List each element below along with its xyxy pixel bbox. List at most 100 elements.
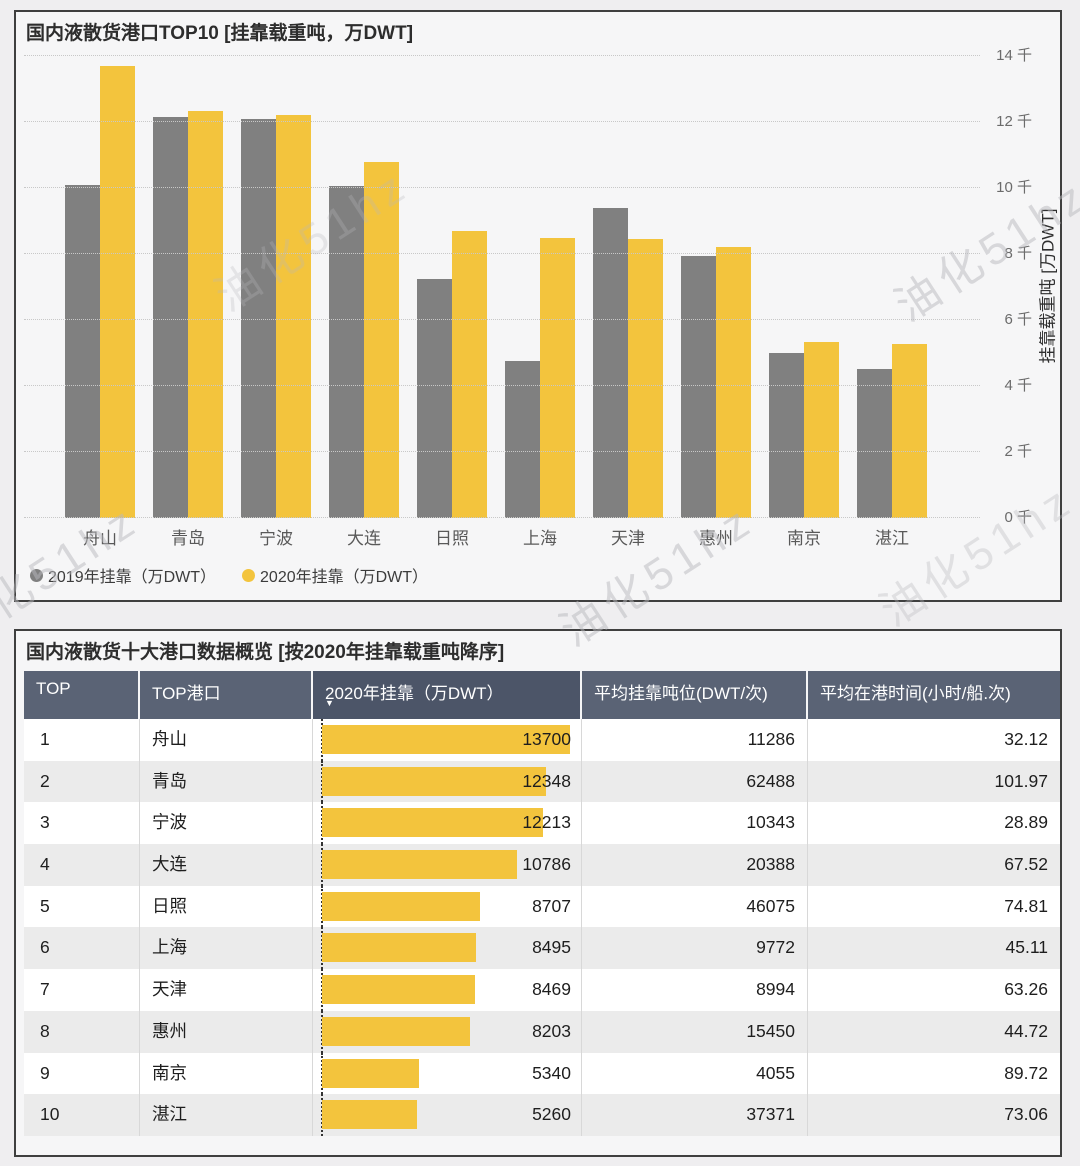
legend-dot-icon bbox=[242, 568, 256, 582]
bar[interactable] bbox=[804, 342, 839, 518]
x-axis-label: 宁波 bbox=[259, 529, 293, 548]
data-bar bbox=[322, 933, 476, 963]
table-row[interactable]: 5 日照 8707 46075 74.81 bbox=[24, 885, 1060, 928]
bar[interactable] bbox=[628, 239, 663, 518]
column-header[interactable]: TOP bbox=[24, 671, 140, 719]
calls-2020-cell: 12213 bbox=[313, 802, 582, 845]
bar[interactable] bbox=[417, 279, 452, 518]
gridline bbox=[24, 517, 980, 518]
x-axis-label: 大连 bbox=[347, 529, 381, 548]
table-row[interactable]: 2 青岛 12348 62488 101.97 bbox=[24, 760, 1060, 803]
avg-hours-cell: 67.52 bbox=[1004, 854, 1048, 875]
sort-descending-icon: ▼ bbox=[325, 698, 334, 708]
data-bar bbox=[322, 1016, 470, 1046]
legend-label: 2020年挂靠（万DWT） bbox=[260, 569, 429, 586]
calls-2020-value: 8469 bbox=[532, 979, 571, 1000]
calls-2020-cell: 12348 bbox=[313, 760, 582, 803]
bar[interactable] bbox=[329, 186, 364, 518]
bar[interactable] bbox=[769, 353, 804, 518]
bar[interactable] bbox=[681, 256, 716, 518]
port-cell: 大连 bbox=[140, 844, 313, 886]
bar[interactable] bbox=[540, 238, 575, 518]
bar-group bbox=[241, 115, 311, 518]
bar[interactable] bbox=[276, 115, 311, 518]
column-header-label: TOP港口 bbox=[152, 684, 221, 703]
data-bar bbox=[322, 891, 480, 921]
column-header[interactable]: 2020年挂靠（万DWT） ▼ bbox=[313, 671, 582, 719]
table-row[interactable]: 8 惠州 8203 15450 44.72 bbox=[24, 1010, 1060, 1053]
calls-2020-value: 5340 bbox=[532, 1062, 571, 1083]
y-tick-label: 0 千 bbox=[1004, 509, 1032, 526]
column-header[interactable]: 平均挂靠吨位(DWT/次) bbox=[582, 671, 808, 719]
bar-chart-plot-area: 舟山 青岛 宁波 大连 日照 上海 天津 惠州 南京 湛江 bbox=[24, 55, 980, 548]
avg-hours-cell: 45.11 bbox=[1005, 937, 1049, 958]
bar[interactable] bbox=[65, 185, 100, 518]
calls-2020-cell: 8495 bbox=[313, 927, 582, 970]
legend-item[interactable]: 2019年挂靠（万DWT） bbox=[30, 563, 216, 587]
table-row[interactable]: 9 南京 5340 4055 89.72 bbox=[24, 1052, 1060, 1095]
avg-dwt-cell: 9772 bbox=[582, 927, 808, 970]
table-header-row: TOP TOP港口 2020年挂靠（万DWT） ▼ 平均挂靠吨位(DWT/次) 平均在港时… bbox=[24, 671, 1060, 719]
bar[interactable] bbox=[857, 369, 892, 518]
bar-group bbox=[857, 344, 927, 518]
table-row[interactable]: 1 舟山 13700 11286 32.12 bbox=[24, 719, 1060, 761]
bar[interactable] bbox=[188, 111, 223, 518]
x-axis-labels: 舟山 青岛 宁波 大连 日照 上海 天津 惠州 南京 湛江 bbox=[28, 524, 964, 549]
table-row[interactable]: 3 宁波 12213 10343 28.89 bbox=[24, 802, 1060, 845]
bar[interactable] bbox=[153, 117, 188, 518]
rank-cell: 7 bbox=[24, 969, 140, 1011]
bar[interactable] bbox=[716, 247, 751, 518]
bar[interactable] bbox=[100, 66, 135, 518]
avg-dwt-cell: 10343 bbox=[582, 802, 808, 845]
avg-hours-cell: 44.72 bbox=[1004, 1020, 1048, 1041]
calls-2020-value: 8707 bbox=[532, 895, 571, 916]
x-axis-label: 惠州 bbox=[699, 529, 733, 548]
avg-dwt-cell: 20388 bbox=[582, 844, 808, 886]
table-row[interactable]: 6 上海 8495 9772 45.11 bbox=[24, 927, 1060, 970]
calls-2020-cell: 13700 bbox=[313, 719, 582, 761]
calls-2020-value: 8495 bbox=[532, 937, 571, 958]
column-header-label: TOP bbox=[36, 679, 71, 698]
legend-dot-icon bbox=[30, 568, 43, 582]
table-row[interactable]: 4 大连 10786 20388 67.52 bbox=[24, 844, 1060, 886]
bar-group bbox=[417, 231, 487, 518]
gridline bbox=[24, 385, 980, 386]
bar[interactable] bbox=[364, 162, 399, 518]
chart-legend: 2019年挂靠（万DWT） 2020年挂靠（万DWT） bbox=[30, 563, 428, 587]
legend-item[interactable]: 2020年挂靠（万DWT） bbox=[242, 563, 428, 587]
column-header-label: 平均挂靠吨位(DWT/次) bbox=[594, 684, 768, 703]
avg-hours-cell: 101.97 bbox=[994, 770, 1048, 791]
y-tick-label: 14 千 bbox=[996, 47, 1032, 64]
calls-2020-value: 13700 bbox=[522, 729, 571, 749]
rank-cell: 1 bbox=[24, 719, 140, 761]
port-cell: 湛江 bbox=[140, 1094, 313, 1136]
rank-cell: 2 bbox=[24, 760, 140, 803]
avg-hours-cell: 28.89 bbox=[1004, 812, 1048, 833]
table-row[interactable]: 7 天津 8469 8994 63.26 bbox=[24, 969, 1060, 1011]
gridline bbox=[24, 451, 980, 452]
gridline bbox=[24, 187, 980, 188]
bar[interactable] bbox=[452, 231, 487, 518]
rank-cell: 9 bbox=[24, 1052, 140, 1095]
table-row[interactable]: 10 湛江 5260 37371 73.06 bbox=[24, 1094, 1060, 1136]
avg-hours-cell: 89.72 bbox=[1004, 1062, 1048, 1083]
bar-group bbox=[153, 111, 223, 518]
bar-group bbox=[65, 66, 135, 518]
bar-group bbox=[593, 208, 663, 518]
bar[interactable] bbox=[892, 344, 927, 518]
column-header[interactable]: TOP港口 bbox=[140, 671, 313, 719]
x-axis-label: 上海 bbox=[523, 529, 557, 548]
port-cell: 宁波 bbox=[140, 802, 313, 845]
avg-dwt-cell: 46075 bbox=[582, 885, 808, 928]
bar[interactable] bbox=[505, 361, 540, 518]
data-bar bbox=[322, 766, 546, 796]
column-header[interactable]: 平均在港时间(小时/船.次) bbox=[808, 671, 1060, 719]
table-title: 国内液散货十大港口数据概览 [按2020年挂靠载重吨降序] bbox=[26, 642, 505, 663]
avg-hours-cell: 63.26 bbox=[1004, 979, 1048, 1000]
y-axis-tick-labels: 0 千 2 千 4 千 6 千 8 千 10 千 12 千 14 千 bbox=[974, 47, 1040, 526]
y-tick-label: 10 千 bbox=[996, 179, 1032, 196]
port-cell: 天津 bbox=[140, 969, 313, 1011]
avg-dwt-cell: 4055 bbox=[582, 1052, 808, 1095]
avg-hours-cell: 32.12 bbox=[1004, 729, 1048, 749]
bar[interactable] bbox=[593, 208, 628, 518]
